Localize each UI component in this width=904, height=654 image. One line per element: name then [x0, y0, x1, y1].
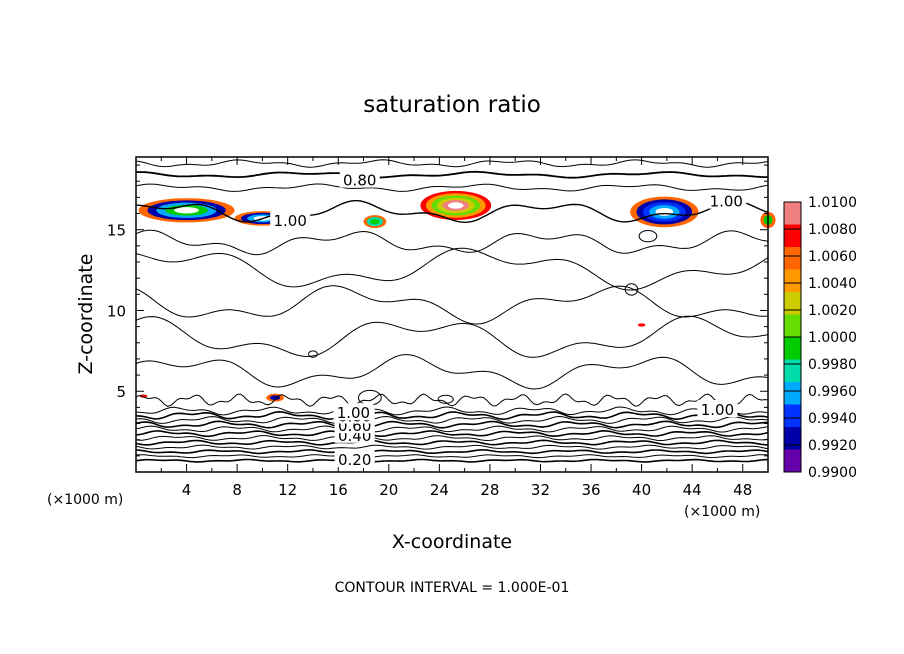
- shading-blob: [448, 202, 464, 209]
- chart-title: saturation ratio: [363, 92, 541, 118]
- contour-interval-note: CONTOUR INTERVAL = 1.000E-01: [335, 580, 570, 596]
- contour-label-bg: [270, 211, 311, 228]
- colorbar-tick-label: 1.0080: [808, 222, 857, 238]
- contour-line: [135, 285, 769, 325]
- contour-line: [135, 425, 769, 433]
- contour-label-bg: [333, 403, 374, 421]
- contour-label: 1.00: [710, 193, 743, 211]
- colorbar-tick-label: 1.0060: [808, 249, 857, 265]
- contour-line: [136, 410, 769, 421]
- y-tick-label: 5: [116, 383, 126, 401]
- contour-cell: [638, 230, 658, 243]
- contour-line: [135, 247, 769, 291]
- x-units-label: (×1000 m): [684, 504, 760, 520]
- contour-line: [135, 449, 769, 455]
- colorbar-swatch: [784, 427, 801, 450]
- contour-label-bg: [334, 450, 375, 468]
- contour-label: 1.00: [274, 212, 307, 230]
- plot-frame: [135, 156, 769, 473]
- x-tick-label: 48: [733, 481, 752, 499]
- contour-line: [135, 315, 769, 358]
- colorbar-tick-label: 0.9980: [808, 357, 857, 373]
- contour-line: [135, 439, 769, 446]
- colorbar-tick-label: 0.9920: [808, 438, 857, 454]
- contour-line: [135, 406, 769, 416]
- contour-label: 0.20: [338, 451, 371, 469]
- x-axis-label: X-coordinate: [392, 531, 512, 553]
- x-tick-label: 36: [581, 481, 600, 499]
- colorbar-swatch: [784, 337, 801, 360]
- contour-label-layer: 0.200.400.600.800.801.001.001.001.00: [270, 170, 747, 469]
- x-tick-label: 24: [430, 481, 449, 499]
- contour-lines: [135, 159, 769, 463]
- contour-line: [135, 170, 768, 179]
- contour-line: [135, 393, 769, 407]
- shading-blob: [139, 394, 148, 398]
- contour-line: [135, 354, 769, 390]
- x-tick-label: 44: [683, 481, 702, 499]
- contour-label: 0.80: [343, 172, 376, 190]
- colorbar-swatch: [784, 314, 801, 338]
- colorbar-swatch: [784, 449, 801, 473]
- colorbar-swatch: [784, 247, 801, 270]
- contour-line: [135, 159, 769, 168]
- contour-label: 1.00: [701, 401, 734, 419]
- contour-label-bg: [339, 170, 380, 188]
- contour-label: 1.00: [337, 404, 370, 422]
- x-tick-label: 4: [182, 481, 192, 499]
- x-tick-label: 8: [232, 481, 242, 499]
- x-tick-label: 28: [480, 481, 499, 499]
- contour-line: [135, 229, 769, 256]
- colorbar-swatch: [784, 382, 801, 405]
- contour-line: [135, 415, 769, 424]
- contour-label-bg: [697, 400, 738, 417]
- x-tick-label: 12: [278, 481, 297, 499]
- y-tick-labels: 5 10 15: [107, 222, 126, 402]
- colorbar: 1.0100 1.0080 1.0060 1.0040 1.0020 1.0000 0.99…: [783, 195, 857, 481]
- contour-line: [135, 183, 769, 192]
- y-tick-label: 10: [107, 302, 126, 320]
- contour-line: [135, 435, 769, 442]
- colorbar-tick-label: 1.0020: [808, 303, 857, 319]
- shading-blob: [174, 207, 200, 214]
- colorbar-tick-label: 1.0000: [808, 330, 857, 346]
- contour-line: [135, 429, 769, 438]
- colorbar-tick-label: 0.9900: [808, 465, 857, 481]
- colorbar-swatch: [784, 359, 801, 383]
- contour-line: [135, 420, 768, 429]
- axis-ticks: [136, 157, 768, 472]
- contour-line: [135, 458, 769, 463]
- x-tick-label: 40: [632, 481, 651, 499]
- contour-line: [135, 199, 769, 224]
- contour-label-bg: [706, 191, 747, 209]
- shading-blob: [637, 323, 646, 327]
- contour-cell: [437, 394, 454, 404]
- y-axis-label: Z-coordinate: [75, 254, 97, 375]
- x-tick-label: 32: [531, 481, 550, 499]
- contour-cell: [308, 350, 318, 358]
- contour-line: [135, 454, 769, 459]
- colorbar-swatch: [784, 224, 801, 248]
- y-tick-label: 15: [107, 222, 126, 240]
- x-tick-label: 16: [329, 481, 348, 499]
- x-tick-labels: 4 8 12 16 20 24 28 32 36 40 44 48: [182, 481, 752, 499]
- plot-area: 0.200.400.600.800.801.001.001.001.00: [135, 156, 776, 473]
- colorbar-swatch: [784, 292, 801, 315]
- colorbar-tick-label: 0.9940: [808, 411, 857, 427]
- x-tick-label: 20: [379, 481, 398, 499]
- shading-blob: [370, 218, 380, 225]
- colorbar-tick-label: 1.0100: [808, 195, 857, 211]
- colorbar-tick-label: 0.9960: [808, 384, 857, 400]
- colorbar-swatch: [784, 269, 801, 293]
- contour-cell: [624, 283, 639, 296]
- colorbar-tick-label: 1.0040: [808, 276, 857, 292]
- contour-line: [135, 444, 769, 450]
- colorbar-swatch: [784, 404, 801, 428]
- z-units-label: (×1000 m): [47, 492, 123, 508]
- colorbar-swatch: [784, 202, 801, 225]
